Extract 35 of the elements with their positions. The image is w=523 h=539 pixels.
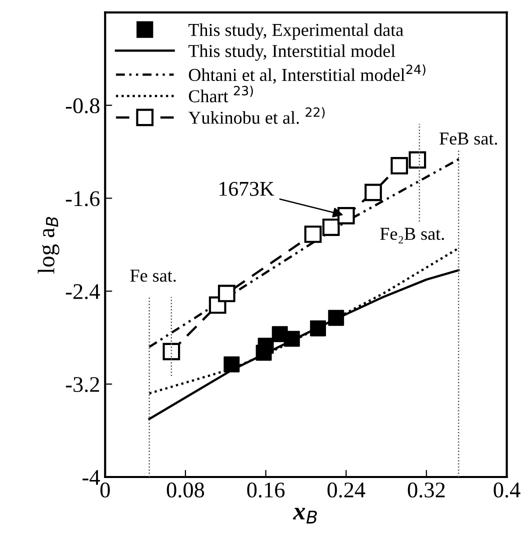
x-tick-label: 0.24 xyxy=(328,482,366,498)
point xyxy=(162,342,180,360)
y-tick-label: -0.8 xyxy=(66,98,100,114)
point xyxy=(218,284,236,302)
point xyxy=(364,184,382,202)
annotation: Fe₂B sat. xyxy=(380,228,444,244)
point xyxy=(390,157,408,174)
annotation: Fe sat. xyxy=(130,270,176,282)
legend-label: This study, Interstitial model xyxy=(188,44,396,61)
annotation: 1673K xyxy=(220,182,274,196)
y-tick-label: -1.6 xyxy=(66,191,100,206)
annotation: FeB sat. xyxy=(440,132,498,145)
point xyxy=(408,151,426,169)
x-tick-label: 0.32 xyxy=(408,482,445,498)
point xyxy=(224,356,240,372)
point xyxy=(258,338,274,354)
point xyxy=(304,226,322,243)
x-tick-label: 0 xyxy=(100,482,110,498)
x-tick-label: 0.4 xyxy=(494,482,520,498)
point xyxy=(337,206,355,224)
point xyxy=(322,218,340,236)
y-axis-title: log a$_{B}$ xyxy=(38,216,60,274)
y-tick-label: -2.4 xyxy=(66,284,100,300)
y-tick-label: -3.2 xyxy=(66,377,100,392)
x-tick-label: 0.16 xyxy=(247,482,285,498)
legend-label: Chart $^{23)}$ xyxy=(188,86,253,102)
legend-label: Yukinobu et al. $^{22)}$ xyxy=(188,107,325,124)
x-tick-label: 0.08 xyxy=(166,482,204,498)
y-tick-label: -4 xyxy=(82,470,100,485)
point xyxy=(328,310,344,326)
legend-label: Ohtani et al, Interstitial model$^{24)}$ xyxy=(188,64,426,84)
legend-label: This study, Experimental data xyxy=(188,23,404,40)
point xyxy=(284,330,300,347)
point xyxy=(310,320,326,336)
x-axis-title: x$_{B}$ xyxy=(292,508,317,524)
